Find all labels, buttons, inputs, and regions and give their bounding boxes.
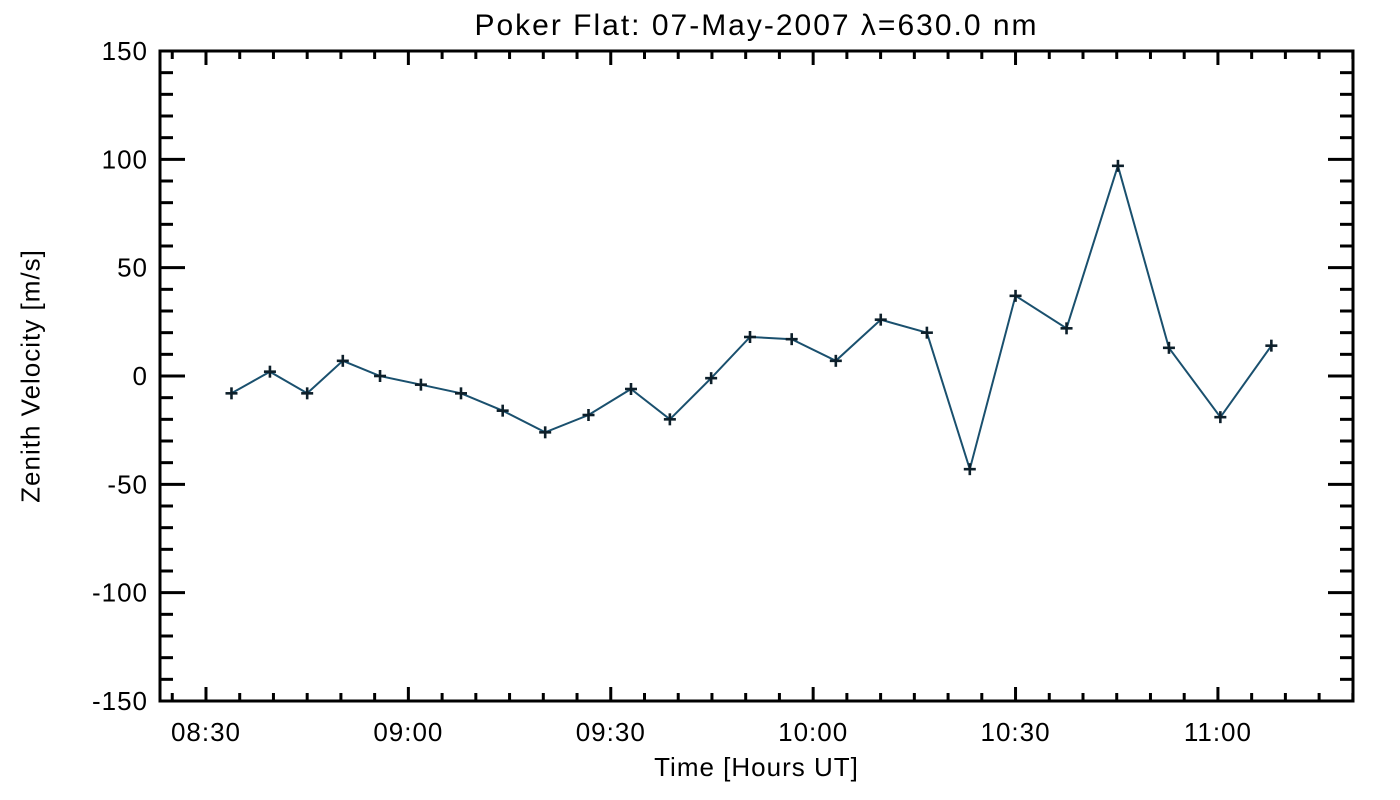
y-tick-label: -100 <box>92 578 148 608</box>
y-tick-label: 0 <box>133 361 148 391</box>
y-tick-label: 150 <box>102 36 148 66</box>
x-tick-label: 09:00 <box>373 717 443 747</box>
x-tick-label: 10:30 <box>980 717 1050 747</box>
x-axis-label: Time [Hours UT] <box>654 752 859 782</box>
y-tick-label: 50 <box>117 253 148 283</box>
y-tick-label: -150 <box>92 686 148 716</box>
y-tick-label: 100 <box>102 144 148 174</box>
x-tick-label: 09:30 <box>576 717 646 747</box>
x-tick-label: 11:00 <box>1184 717 1252 747</box>
plot-frame <box>158 49 1355 703</box>
x-tick-label: 08:30 <box>171 717 241 747</box>
x-tick-label: 10:00 <box>778 717 848 747</box>
data-line <box>231 162 1273 473</box>
y-tick-label: -50 <box>107 469 148 499</box>
chart-title: Poker Flat: 07-May-2007 λ=630.0 nm <box>474 9 1039 42</box>
